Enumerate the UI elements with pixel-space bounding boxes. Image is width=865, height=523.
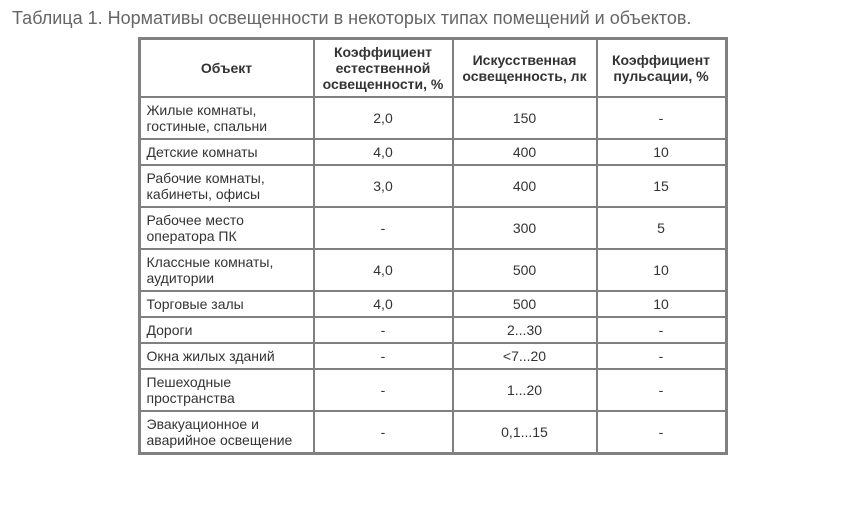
table-caption: Таблица 1. Нормативы освещенности в неко… — [12, 8, 853, 29]
cell-natural: - — [314, 343, 453, 369]
cell-pulsation: 5 — [597, 207, 726, 249]
table-row: Рабочие комнаты, кабинеты, офисы 3,0 400… — [140, 165, 726, 207]
cell-natural: 4,0 — [314, 291, 453, 317]
cell-pulsation: 10 — [597, 139, 726, 165]
cell-natural: 4,0 — [314, 139, 453, 165]
table-row: Жилые комнаты, гостиные, спальни 2,0 150… — [140, 97, 726, 139]
cell-artificial: <7...20 — [453, 343, 597, 369]
cell-natural: 4,0 — [314, 249, 453, 291]
table-row: Дороги - 2...30 - — [140, 317, 726, 343]
cell-artificial: 500 — [453, 249, 597, 291]
cell-pulsation: 15 — [597, 165, 726, 207]
cell-object: Дороги — [140, 317, 314, 343]
table-header-row: Объект Коэффициент естественной освещенн… — [140, 39, 726, 97]
cell-object: Эвакуационное и аварийное освещение — [140, 411, 314, 453]
header-object: Объект — [140, 39, 314, 97]
cell-artificial: 500 — [453, 291, 597, 317]
cell-pulsation: - — [597, 411, 726, 453]
cell-artificial: 150 — [453, 97, 597, 139]
cell-object: Классные комнаты, аудитории — [140, 249, 314, 291]
cell-natural: 2,0 — [314, 97, 453, 139]
cell-pulsation: - — [597, 97, 726, 139]
cell-object: Пешеходные пространства — [140, 369, 314, 411]
cell-pulsation: - — [597, 317, 726, 343]
table-body: Жилые комнаты, гостиные, спальни 2,0 150… — [140, 97, 726, 453]
table-row: Детские комнаты 4,0 400 10 — [140, 139, 726, 165]
cell-pulsation: - — [597, 369, 726, 411]
cell-natural: - — [314, 369, 453, 411]
cell-artificial: 1...20 — [453, 369, 597, 411]
table-row: Пешеходные пространства - 1...20 - — [140, 369, 726, 411]
header-natural-coefficient: Коэффициент естественной освещенности, % — [314, 39, 453, 97]
cell-pulsation: 10 — [597, 249, 726, 291]
cell-artificial: 400 — [453, 165, 597, 207]
table-row: Классные комнаты, аудитории 4,0 500 10 — [140, 249, 726, 291]
cell-object: Рабочие комнаты, кабинеты, офисы — [140, 165, 314, 207]
header-pulsation-coefficient: Коэффициент пульсации, % — [597, 39, 726, 97]
lighting-standards-table: Объект Коэффициент естественной освещенн… — [138, 37, 728, 455]
cell-pulsation: 10 — [597, 291, 726, 317]
table-row: Торговые залы 4,0 500 10 — [140, 291, 726, 317]
cell-natural: - — [314, 317, 453, 343]
cell-natural: - — [314, 207, 453, 249]
cell-natural: - — [314, 411, 453, 453]
cell-object: Детские комнаты — [140, 139, 314, 165]
table-row: Окна жилых зданий - <7...20 - — [140, 343, 726, 369]
header-artificial-illumination: Искусственная освещенность, лк — [453, 39, 597, 97]
cell-object: Жилые комнаты, гостиные, спальни — [140, 97, 314, 139]
table-row: Эвакуационное и аварийное освещение - 0,… — [140, 411, 726, 453]
cell-artificial: 2...30 — [453, 317, 597, 343]
cell-object: Рабочее место оператора ПК — [140, 207, 314, 249]
cell-object: Торговые залы — [140, 291, 314, 317]
cell-object: Окна жилых зданий — [140, 343, 314, 369]
cell-artificial: 300 — [453, 207, 597, 249]
cell-artificial: 0,1...15 — [453, 411, 597, 453]
table-row: Рабочее место оператора ПК - 300 5 — [140, 207, 726, 249]
cell-pulsation: - — [597, 343, 726, 369]
cell-artificial: 400 — [453, 139, 597, 165]
table-container: Объект Коэффициент естественной освещенн… — [12, 37, 853, 455]
cell-natural: 3,0 — [314, 165, 453, 207]
